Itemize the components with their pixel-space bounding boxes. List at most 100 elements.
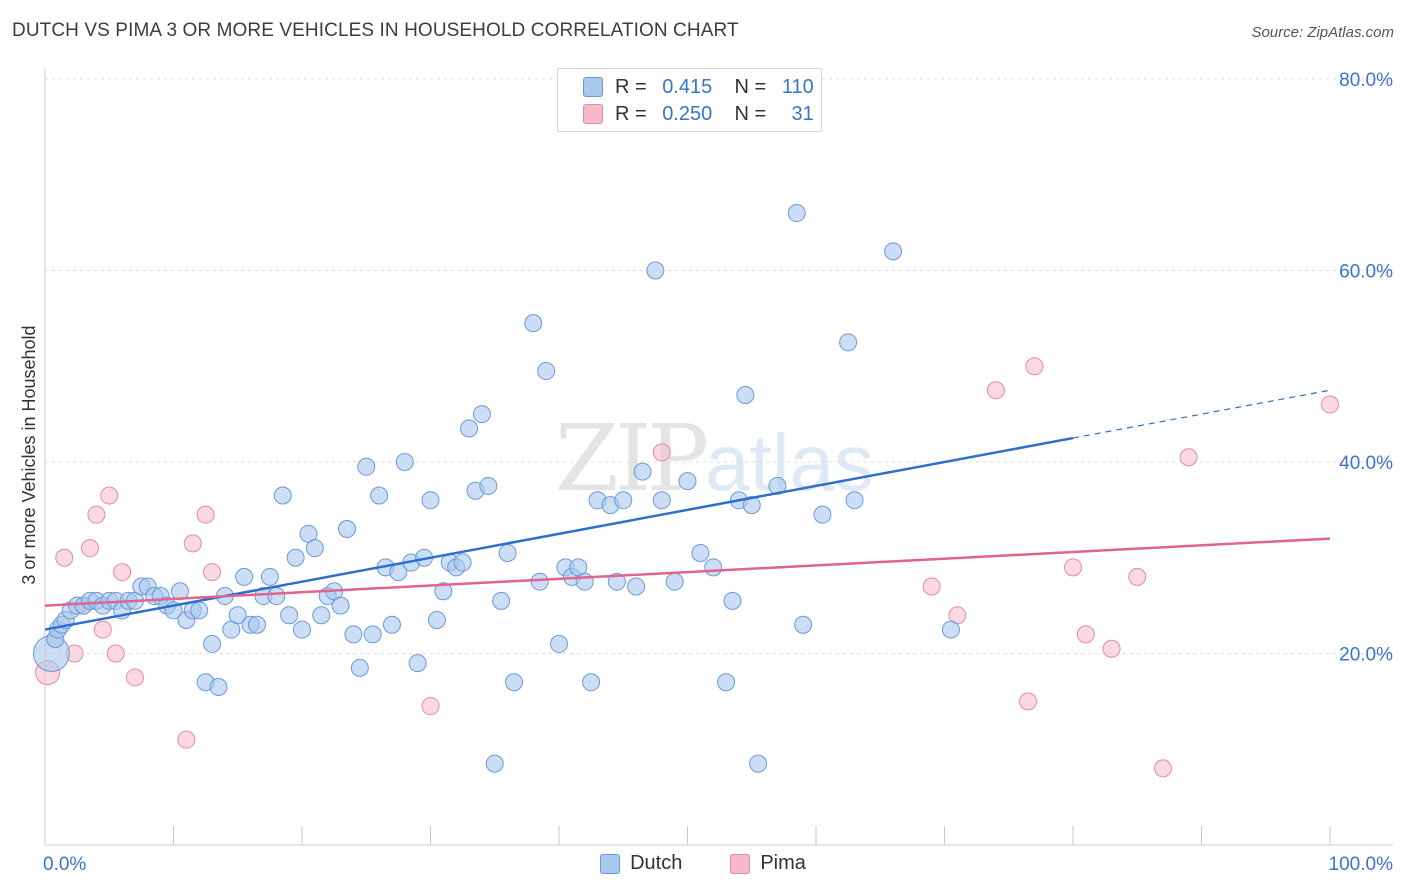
- dutch-point: [575, 572, 594, 591]
- dutch-point: [652, 491, 671, 510]
- dutch-point: [524, 314, 543, 333]
- pima-point: [421, 697, 440, 716]
- dutch-point: [280, 606, 299, 625]
- pima-point: [1025, 357, 1044, 376]
- dutch-point: [941, 620, 960, 639]
- dutch-trend-line: [44, 436, 1074, 631]
- legend-row-dutch: R = 0.415 N = 110: [583, 75, 814, 99]
- dutch-point: [627, 577, 646, 596]
- watermark-zip: ZIP: [555, 405, 709, 512]
- series-swatch-dutch: [600, 853, 621, 874]
- dutch-point: [363, 625, 382, 644]
- legend-row-pima: R = 0.250 N = 31: [583, 102, 814, 126]
- dutch-point: [723, 591, 742, 610]
- pima-point: [100, 486, 119, 505]
- series-legend-dutch: Dutch: [600, 852, 682, 875]
- dutch-point: [614, 491, 633, 510]
- legend-pima-r-value: 0.250: [662, 102, 713, 125]
- dutch-point: [472, 405, 491, 424]
- pima-point: [1102, 639, 1121, 658]
- dutch-point: [646, 261, 665, 280]
- y-tick-label: 20.0%: [1339, 645, 1393, 666]
- dutch-point: [704, 558, 723, 577]
- dutch-point: [453, 553, 472, 572]
- y-tick-label: 60.0%: [1339, 262, 1393, 283]
- dutch-point: [260, 567, 279, 586]
- legend-pima-n-label: N =: [734, 102, 767, 125]
- dutch-point: [717, 673, 736, 692]
- pima-point: [80, 539, 99, 558]
- correlation-legend: R = 0.415 N = 110 R = 0.250 N = 31: [557, 68, 822, 132]
- pima-point: [113, 563, 132, 582]
- pima-point: [177, 730, 196, 749]
- dutch-point: [350, 658, 369, 677]
- pima-point: [1019, 692, 1038, 711]
- dutch-point: [357, 457, 376, 476]
- dutch-point: [665, 572, 684, 591]
- pima-point: [1076, 625, 1095, 644]
- legend-dutch-n-label: N =: [734, 75, 767, 98]
- x-tick-label: 0.0%: [43, 854, 86, 875]
- dutch-point: [742, 496, 761, 515]
- dutch-point: [248, 615, 267, 634]
- dutch-point: [293, 620, 311, 639]
- pima-point: [1064, 558, 1082, 577]
- pima-point: [203, 563, 222, 582]
- dutch-point: [582, 673, 601, 692]
- pima-point: [55, 548, 74, 567]
- pima-point: [1153, 759, 1172, 778]
- pima-trend-line: [44, 537, 1331, 607]
- dutch-point: [550, 634, 568, 653]
- dutch-point: [408, 654, 427, 673]
- dutch-point: [479, 476, 498, 495]
- dutch-point: [492, 591, 511, 610]
- dutch-point: [749, 754, 768, 773]
- series-legend-pima: Pima: [730, 852, 806, 875]
- legend-swatch-dutch: [583, 77, 603, 97]
- dutch-point: [768, 476, 787, 495]
- dutch-point: [794, 615, 813, 634]
- dutch-point: [427, 610, 446, 629]
- dutch-point: [537, 362, 556, 381]
- dutch-point: [421, 491, 440, 510]
- dutch-point: [395, 453, 414, 471]
- y-tick-label: 80.0%: [1339, 70, 1393, 91]
- dutch-point: [344, 625, 363, 644]
- pima-point: [1128, 567, 1147, 586]
- dutch-point: [203, 634, 222, 653]
- legend-dutch-r-label: R =: [615, 75, 647, 98]
- dutch-point: [736, 385, 755, 404]
- pima-point: [986, 381, 1005, 400]
- dutch-point: [337, 520, 356, 539]
- dutch-point: [530, 572, 549, 591]
- pima-point: [87, 505, 106, 524]
- pima-point: [196, 505, 215, 524]
- dutch-trend-extension: [1072, 389, 1331, 439]
- dutch-point: [839, 333, 858, 352]
- dutch-point: [370, 486, 389, 505]
- pima-point: [93, 620, 112, 639]
- legend-pima-n-value: 31: [791, 102, 814, 125]
- legend-swatch-pima: [583, 104, 603, 124]
- dutch-point: [228, 606, 247, 625]
- dutch-point: [845, 491, 864, 510]
- dutch-point: [691, 543, 710, 562]
- dutch-point: [460, 419, 479, 438]
- pima-point: [125, 668, 144, 687]
- dutch-point: [633, 462, 652, 481]
- pima-point: [183, 534, 202, 553]
- pima-point: [922, 577, 941, 596]
- pima-point: [106, 644, 125, 663]
- dutch-point: [485, 754, 504, 773]
- dutch-point: [209, 678, 228, 697]
- dutch-point: [286, 548, 305, 567]
- dutch-point: [331, 596, 350, 615]
- legend-dutch-r-value: 0.415: [662, 75, 713, 98]
- dutch-point: [190, 601, 209, 620]
- y-tick-label: 40.0%: [1339, 453, 1393, 474]
- dutch-point: [235, 567, 254, 586]
- series-legend: Dutch Pima: [0, 852, 1406, 875]
- dutch-point: [505, 673, 524, 692]
- dutch-point: [607, 572, 626, 591]
- pima-point: [1179, 448, 1198, 467]
